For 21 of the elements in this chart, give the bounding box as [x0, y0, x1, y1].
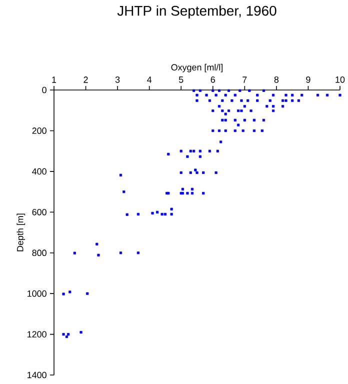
x-axis-title: Oxygen [ml/l]	[171, 64, 223, 72]
y-tick-label: 1000	[28, 290, 46, 297]
chart-title: JHTP in September, 1960	[117, 5, 276, 18]
x-tick-label: 4	[147, 76, 152, 83]
x-tick-label: 1	[52, 76, 56, 83]
y-tick-label: 600	[32, 208, 46, 216]
y-tick-label: 1400	[28, 372, 46, 378]
x-tick-label: 7	[242, 76, 247, 83]
y-tick-label: 800	[32, 250, 46, 256]
y-tick-label: 0	[42, 86, 46, 94]
x-tick-label: 2	[84, 76, 88, 83]
x-tick-label: 10	[336, 76, 345, 83]
x-tick-label: 5	[178, 76, 184, 83]
y-axis-title: Depth [m]	[16, 214, 26, 252]
y-tick-label: 1200	[28, 331, 46, 338]
x-tick-label: 3	[115, 76, 120, 83]
x-tick-label: 9	[306, 76, 310, 83]
x-tick-label: 8	[274, 76, 279, 83]
y-tick-label: 400	[32, 168, 46, 175]
x-tick-label: 6	[210, 76, 215, 83]
y-tick-label: 200	[32, 128, 46, 134]
